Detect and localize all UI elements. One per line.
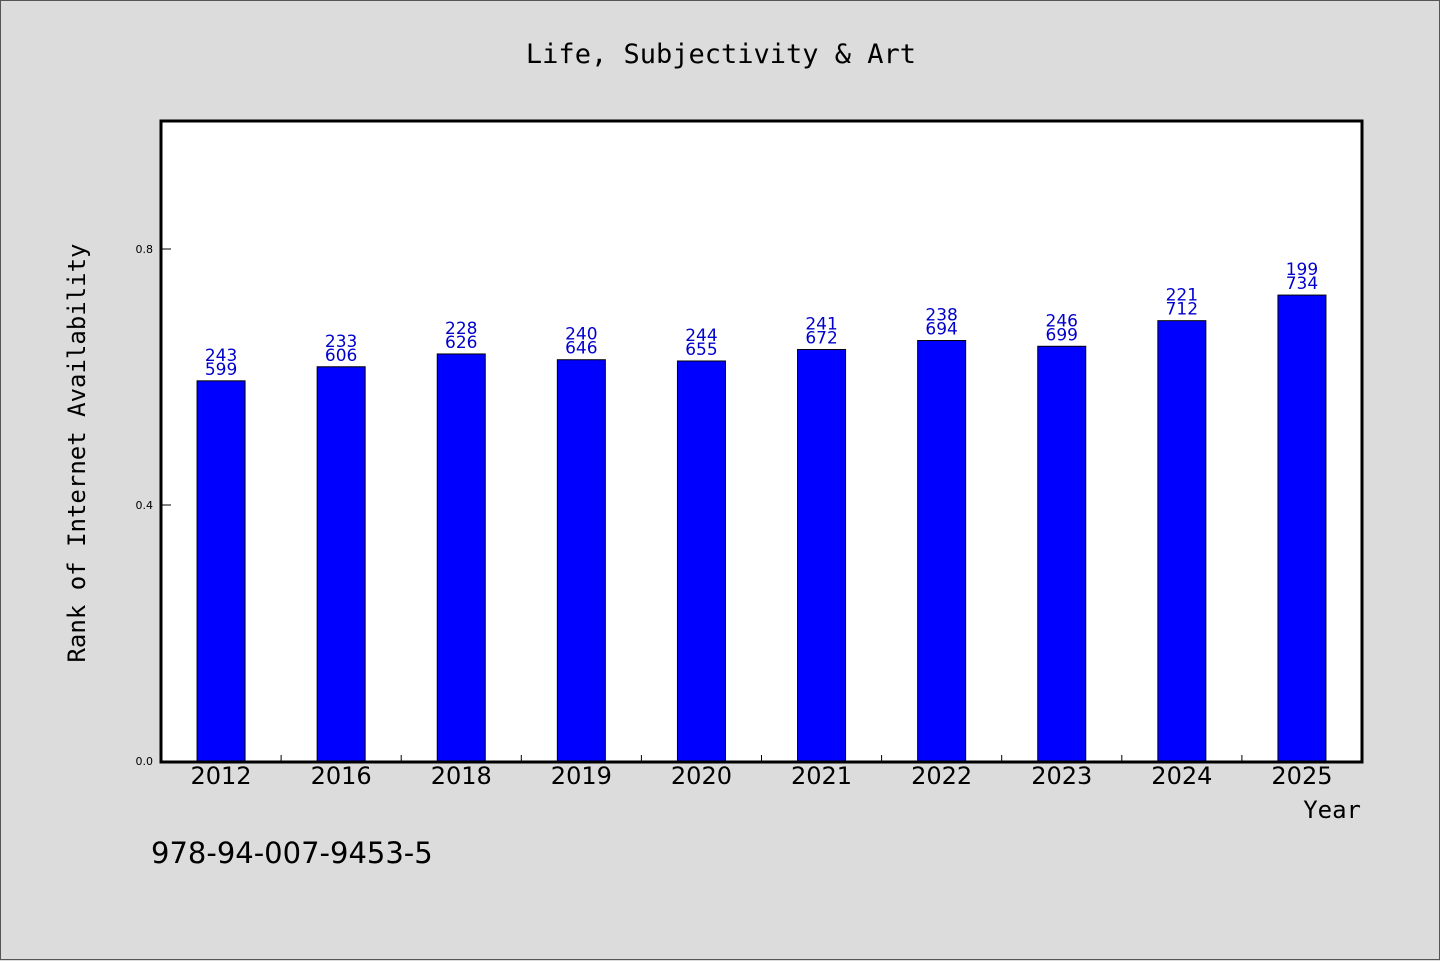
y-axis-label: Rank of Internet Availability [63,243,91,662]
bar-label-top: 240 [565,325,597,345]
bar-label-bottom: 606 [325,346,357,366]
x-axis-label: Year [1303,796,1361,824]
bar-label-bottom: 694 [925,320,957,340]
bars-layer [196,294,1327,762]
bar-label-top: 246 [1046,311,1078,331]
chart-title: Life, Subjectivity & Art [526,39,916,70]
bar-label-bottom: 599 [205,360,237,380]
bar [196,380,246,762]
bar [556,359,606,762]
bar-label-top: 241 [805,314,837,334]
x-tick-label: 2016 [311,762,372,790]
plot-border [159,119,1364,764]
x-tick-label: 2025 [1271,762,1332,790]
y-tick-label: 0.4 [136,499,154,512]
bar-label-top: 244 [685,326,717,346]
x-tick-label: 2022 [911,762,972,790]
bar [436,353,486,762]
x-axis: 2012 2016 2018 2019 2020 2021 2022 2023 2024 2025 [191,755,1332,790]
bar-label-top: 238 [925,306,957,326]
bar-label-top: 221 [1166,286,1198,306]
bar-label-bottom: 672 [805,328,837,348]
x-tick-label: 2023 [1031,762,1092,790]
bar-label-top: 228 [445,319,477,339]
bar-label-bottom: 646 [565,339,597,359]
x-tick-label: 2020 [671,762,732,790]
bar-label-top: 199 [1286,260,1318,280]
x-tick-label: 2018 [431,762,492,790]
bar-label-bottom: 626 [445,333,477,353]
bar [917,340,967,762]
bar-label-bottom: 699 [1046,325,1078,345]
x-tick-label: 2012 [191,762,252,790]
bar [316,366,366,762]
isbn-text: 978-94-007-9453-5 [151,836,433,870]
y-tick-label: 0.8 [136,243,154,256]
bar-label-bottom: 712 [1166,300,1198,320]
y-tick-label: 0.0 [136,755,154,768]
bar [797,348,847,762]
bar-label-bottom: 734 [1286,274,1318,294]
bar [1037,345,1087,762]
bar-label-top: 243 [205,346,237,366]
x-tick-label: 2019 [551,762,612,790]
bar-label-top: 233 [325,332,357,352]
bar [1277,294,1327,762]
bar [676,360,726,762]
x-tick-label: 2021 [791,762,852,790]
x-tick-label: 2024 [1151,762,1212,790]
bar-label-bottom: 655 [685,340,717,360]
bar [1157,320,1207,762]
y-axis: 0.0 0.4 0.8 [136,243,171,768]
